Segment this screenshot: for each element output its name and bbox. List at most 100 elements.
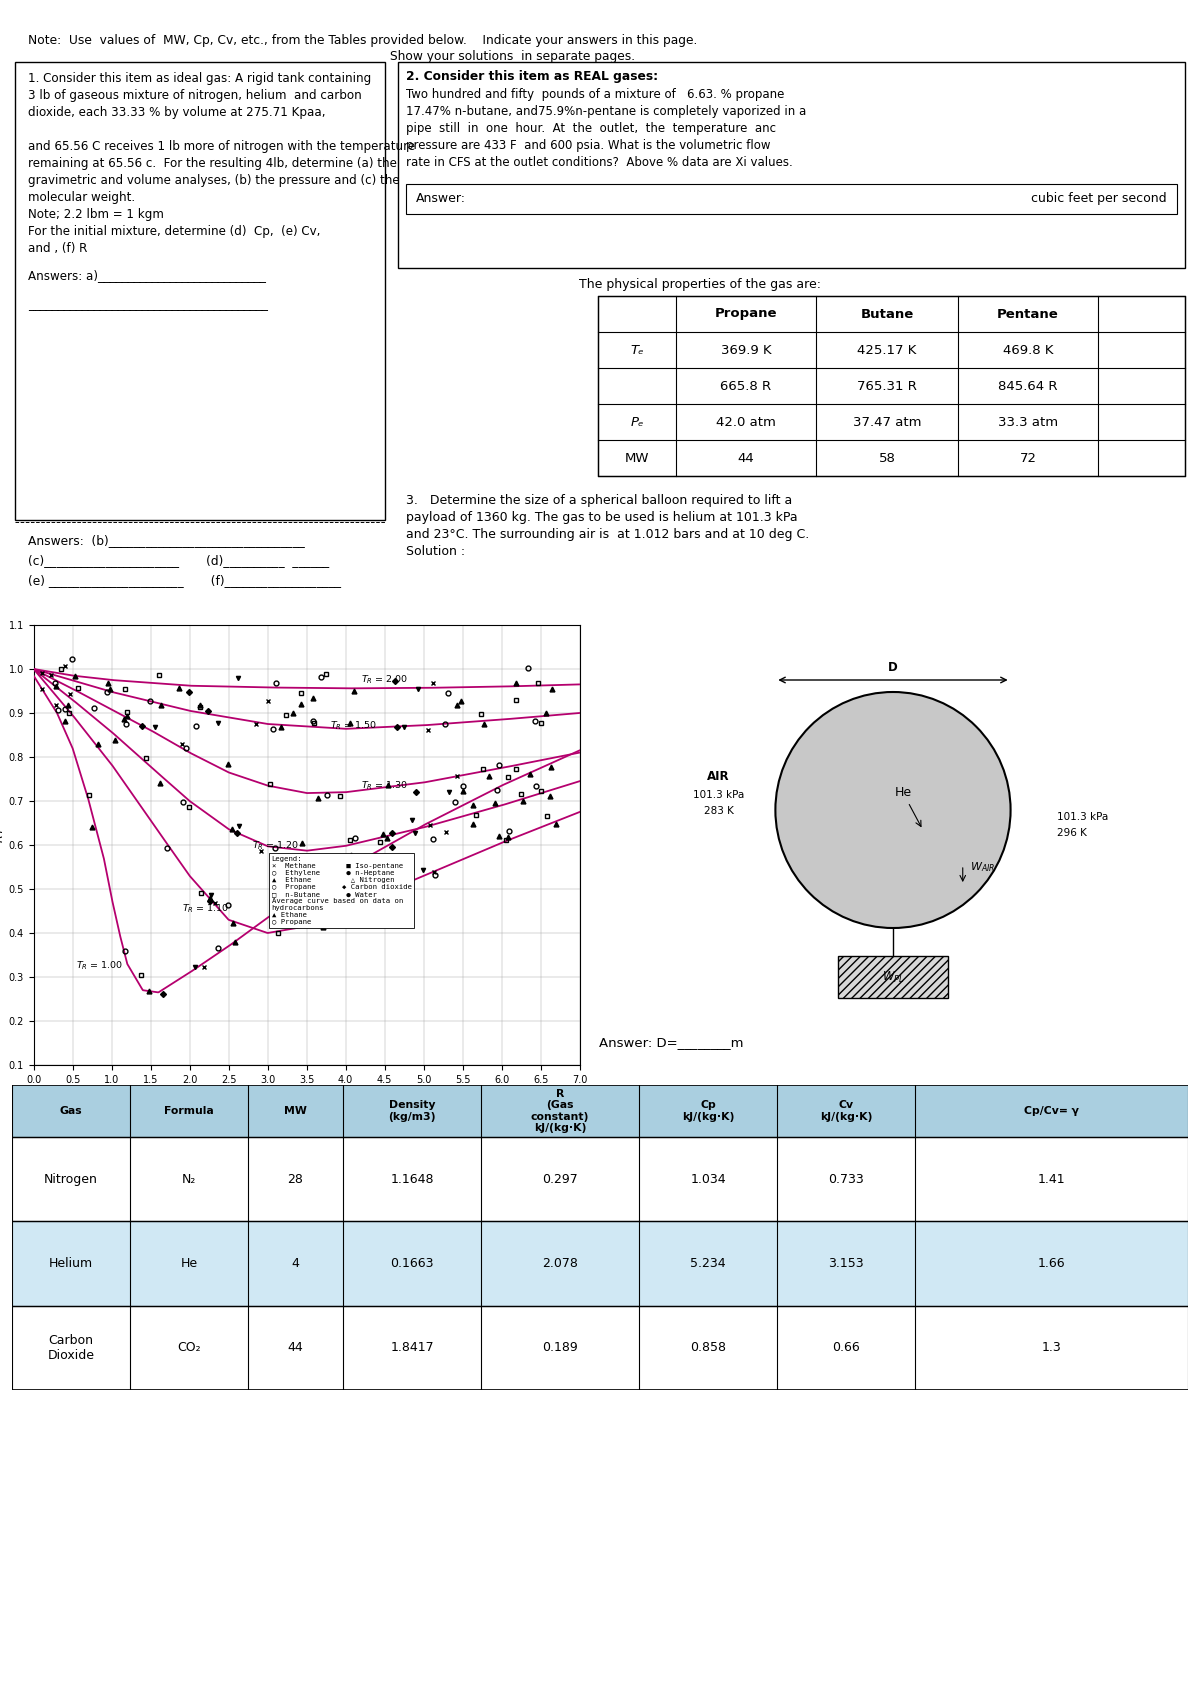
Text: cubic feet per second: cubic feet per second xyxy=(1031,192,1166,205)
Text: 42.0 atm: 42.0 atm xyxy=(716,416,776,429)
Bar xyxy=(598,295,1186,475)
Text: 4: 4 xyxy=(292,1257,300,1269)
Text: 1. Consider this item as ideal gas: A rigid tank containing: 1. Consider this item as ideal gas: A ri… xyxy=(28,71,371,85)
Text: Answers:  (b)________________________________: Answers: (b)____________________________… xyxy=(28,535,305,546)
Circle shape xyxy=(775,692,1010,928)
Text: (c)______________________       (d)__________  ______: (c)______________________ (d)__________ … xyxy=(28,553,329,567)
Text: 0.733: 0.733 xyxy=(828,1173,864,1186)
Text: Pₑ: Pₑ xyxy=(630,416,643,429)
Text: 0.858: 0.858 xyxy=(690,1341,726,1354)
Text: 2.078: 2.078 xyxy=(542,1257,578,1269)
Text: 17.47% n-butane, and75.9%n-pentane is completely vaporized in a: 17.47% n-butane, and75.9%n-pentane is co… xyxy=(406,105,806,119)
Text: N₂: N₂ xyxy=(182,1173,196,1186)
Text: 101.3 kPa: 101.3 kPa xyxy=(1057,811,1109,821)
Text: $T_R$ = 1.20: $T_R$ = 1.20 xyxy=(252,840,299,852)
Text: $W_{PL}$: $W_{PL}$ xyxy=(882,969,905,984)
Text: Two hundred and fifty  pounds of a mixture of   6.63. % propane: Two hundred and fifty pounds of a mixtur… xyxy=(406,88,785,102)
Bar xyxy=(14,63,385,519)
Text: 1.41: 1.41 xyxy=(1038,1173,1066,1186)
Text: R
(Gas
constant)
kJ/(kg·K): R (Gas constant) kJ/(kg·K) xyxy=(530,1088,589,1134)
Text: remaining at 65.56 c.  For the resulting 4lb, determine (a) the: remaining at 65.56 c. For the resulting … xyxy=(28,158,397,170)
Text: 3 lb of gaseous mixture of nitrogen, helium  and carbon: 3 lb of gaseous mixture of nitrogen, hel… xyxy=(28,88,361,102)
Text: Gas: Gas xyxy=(60,1106,83,1117)
Text: Carbon
Dioxide: Carbon Dioxide xyxy=(48,1334,95,1361)
Text: $T_R$ = 1.00: $T_R$ = 1.00 xyxy=(77,961,124,972)
Text: 5.234: 5.234 xyxy=(690,1257,726,1269)
Text: The physical properties of the gas are:: The physical properties of the gas are: xyxy=(580,278,821,290)
Y-axis label: $Z = \dfrac{pv}{RT}$: $Z = \dfrac{pv}{RT}$ xyxy=(0,826,6,864)
Text: 3.153: 3.153 xyxy=(828,1257,864,1269)
Text: 33.3 atm: 33.3 atm xyxy=(998,416,1058,429)
Text: Pentane: Pentane xyxy=(997,307,1058,321)
Text: and , (f) R: and , (f) R xyxy=(28,243,88,255)
Text: 665.8 R: 665.8 R xyxy=(720,380,772,392)
Text: 101.3 kPa: 101.3 kPa xyxy=(692,791,744,799)
Text: Nitrogen: Nitrogen xyxy=(44,1173,98,1186)
Bar xyxy=(838,955,948,998)
Text: $T_R$ = 2.00: $T_R$ = 2.00 xyxy=(361,674,408,686)
Text: 1.1648: 1.1648 xyxy=(390,1173,433,1186)
Bar xyxy=(12,1137,1188,1222)
Bar xyxy=(398,63,1186,268)
Text: dioxide, each 33.33 % by volume at 275.71 Kpaa,: dioxide, each 33.33 % by volume at 275.7… xyxy=(28,105,325,119)
Text: Answer: D=________m: Answer: D=________m xyxy=(599,1035,744,1049)
Text: Note; 2.2 lbm = 1 kgm: Note; 2.2 lbm = 1 kgm xyxy=(28,209,164,221)
Text: (e) ______________________       (f)___________________: (e) ______________________ (f)__________… xyxy=(28,574,341,587)
Text: gravimetric and volume analyses, (b) the pressure and (c) the: gravimetric and volume analyses, (b) the… xyxy=(28,175,400,187)
Text: 2. Consider this item as REAL gases:: 2. Consider this item as REAL gases: xyxy=(406,70,658,83)
Text: Solution :: Solution : xyxy=(406,545,466,558)
Text: 58: 58 xyxy=(878,451,895,465)
Text: Answers: a)____________________________: Answers: a)____________________________ xyxy=(28,270,266,282)
Text: 72: 72 xyxy=(1020,451,1037,465)
Text: $T_R$ = 1.10: $T_R$ = 1.10 xyxy=(182,903,229,915)
Text: 0.1663: 0.1663 xyxy=(390,1257,433,1269)
Text: For the initial mixture, determine (d)  Cp,  (e) Cv,: For the initial mixture, determine (d) C… xyxy=(28,226,320,238)
Text: 369.9 K: 369.9 K xyxy=(721,343,772,356)
Text: pressure are 433 F  and 600 psia. What is the volumetric flow: pressure are 433 F and 600 psia. What is… xyxy=(406,139,770,153)
Text: MW: MW xyxy=(625,451,649,465)
Text: 283 K: 283 K xyxy=(703,806,733,816)
Bar xyxy=(12,1084,1188,1137)
Text: 1.034: 1.034 xyxy=(690,1173,726,1186)
Text: Tₑ: Tₑ xyxy=(630,343,644,356)
Text: 1.66: 1.66 xyxy=(1038,1257,1066,1269)
Text: and 23°C. The surrounding air is  at 1.012 bars and at 10 deg C.: and 23°C. The surrounding air is at 1.01… xyxy=(406,528,809,541)
Text: He: He xyxy=(180,1257,198,1269)
Text: pipe  still  in  one  hour.  At  the  outlet,  the  temperature  anc: pipe still in one hour. At the outlet, t… xyxy=(406,122,776,136)
Text: Cp
kJ/(kg·K): Cp kJ/(kg·K) xyxy=(682,1100,734,1122)
Text: AIR: AIR xyxy=(707,770,730,782)
Text: Answer:: Answer: xyxy=(416,192,466,205)
Text: 765.31 R: 765.31 R xyxy=(857,380,917,392)
Text: 44: 44 xyxy=(738,451,755,465)
Text: Note:  Use  values of  MW, Cp, Cv, etc., from the Tables provided below.    Indi: Note: Use values of MW, Cp, Cv, etc., fr… xyxy=(28,34,697,48)
Text: CO₂: CO₂ xyxy=(178,1341,200,1354)
Text: Show your solutions  in separate pages.: Show your solutions in separate pages. xyxy=(390,49,635,63)
Text: Cp/Cv= γ: Cp/Cv= γ xyxy=(1024,1106,1079,1117)
Text: 1.3: 1.3 xyxy=(1042,1341,1061,1354)
Text: Density
(kg/m3): Density (kg/m3) xyxy=(389,1100,436,1122)
Text: 44: 44 xyxy=(288,1341,304,1354)
Text: 425.17 K: 425.17 K xyxy=(857,343,917,356)
Text: 469.8 K: 469.8 K xyxy=(1003,343,1054,356)
Text: MW: MW xyxy=(284,1106,307,1117)
Text: Legend:
×  Methane       ■ Iso-pentane
○  Ethylene      ● n-Heptane
▲  Ethane   : Legend: × Methane ■ Iso-pentane ○ Ethyle… xyxy=(271,855,412,925)
Text: 1.8417: 1.8417 xyxy=(390,1341,434,1354)
Text: He: He xyxy=(894,786,912,799)
Text: 296 K: 296 K xyxy=(1057,828,1087,838)
Text: Butane: Butane xyxy=(860,307,913,321)
Bar xyxy=(406,183,1177,214)
Text: rate in CFS at the outlet conditions?  Above % data are Xi values.: rate in CFS at the outlet conditions? Ab… xyxy=(406,156,793,170)
Text: $W_{AIR}$: $W_{AIR}$ xyxy=(970,860,995,874)
Text: ________________________________________: ________________________________________ xyxy=(28,299,268,311)
Text: $T_R$ = 1.50: $T_R$ = 1.50 xyxy=(330,720,377,733)
Text: and 65.56 C receives 1 lb more of nitrogen with the temperature: and 65.56 C receives 1 lb more of nitrog… xyxy=(28,139,415,153)
Text: Formula: Formula xyxy=(164,1106,214,1117)
Text: Cv
kJ/(kg·K): Cv kJ/(kg·K) xyxy=(820,1100,872,1122)
Text: $T_R$ = 1.30: $T_R$ = 1.30 xyxy=(361,779,408,792)
Text: 0.66: 0.66 xyxy=(832,1341,860,1354)
Text: 0.297: 0.297 xyxy=(542,1173,578,1186)
Text: 0.189: 0.189 xyxy=(542,1341,578,1354)
Bar xyxy=(12,1222,1188,1305)
Text: Helium: Helium xyxy=(49,1257,94,1269)
Text: 845.64 R: 845.64 R xyxy=(998,380,1057,392)
